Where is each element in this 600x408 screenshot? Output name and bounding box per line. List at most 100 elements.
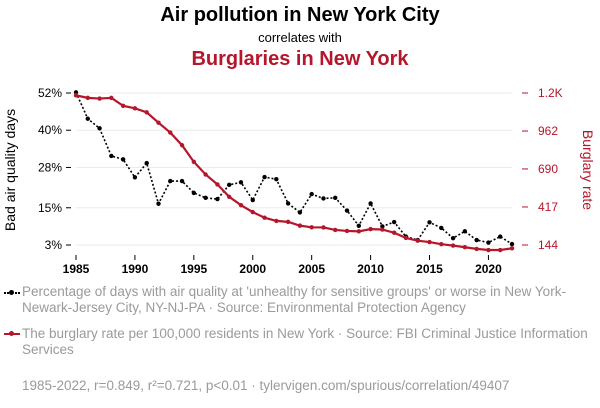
data-point-burglary [156,120,161,125]
legend-marker-black [4,290,20,295]
right-tick-label: 690 [538,162,558,176]
chart-subtitle: correlates with [258,30,342,45]
legend-text-burglary: The burglary rate per 100,000 residents … [22,326,588,357]
data-point-air-quality [439,225,444,231]
left-axis-label: Bad air quality days [2,109,18,231]
data-point-air-quality [168,178,173,184]
data-point-air-quality [132,175,138,180]
left-tick-label: 15% [38,201,62,215]
data-point-air-quality [391,219,397,225]
right-axis-label: Burglary rate [580,130,596,210]
data-point-burglary [415,238,420,243]
data-point-air-quality [333,195,338,201]
x-tick-label: 2020 [475,262,502,276]
data-point-burglary [215,182,220,187]
data-point-burglary [333,227,338,233]
data-point-air-quality [144,160,149,166]
data-point-burglary [109,95,114,101]
data-point-burglary [380,227,385,232]
data-point-burglary [509,246,515,251]
grid-lines [76,92,512,246]
x-tick-label: 2010 [357,262,384,276]
data-point-air-quality [262,174,267,180]
series-line-burglary [75,94,513,252]
data-point-burglary [285,219,291,225]
data-point-burglary [120,103,126,109]
right-tick-label: 417 [538,200,558,214]
data-point-air-quality [462,229,468,234]
data-point-air-quality [179,178,185,184]
left-tick-label: 40% [38,123,62,137]
x-axis-ticks: 1985 1990 1995 2000 2005 2010 2015 2020 [63,255,502,276]
data-point-burglary [309,225,314,230]
data-point-burglary [144,110,149,115]
series-group [73,90,515,253]
data-point-air-quality [109,153,114,159]
data-point-burglary [238,202,244,208]
left-axis-ticks: 52% 40% 28% 15% 3% [38,86,71,252]
data-point-air-quality [344,208,350,213]
data-point-burglary [403,235,409,241]
data-point-burglary [132,106,138,111]
right-tick-label: 962 [538,124,558,138]
data-point-air-quality [203,195,208,201]
legend-marker-red [4,331,20,336]
data-point-air-quality [238,180,244,185]
data-point-air-quality [486,240,491,245]
data-point-burglary [73,93,79,98]
data-point-air-quality [120,157,126,162]
data-point-burglary [344,228,350,234]
right-tick-label: 144 [538,238,558,252]
data-point-burglary [391,230,397,235]
data-point-air-quality [156,201,161,206]
data-point-air-quality [297,210,303,215]
data-point-burglary [427,239,432,245]
data-point-air-quality [226,182,232,188]
right-axis-ticks: 1.2K 962 690 417 144 [522,86,563,252]
footer-source: 1985-2022, r=0.849, r²=0.721, p<0.01 · t… [22,378,510,393]
data-point-burglary [356,229,362,234]
data-point-burglary [203,172,208,177]
data-point-burglary [168,130,173,135]
data-point-burglary [97,96,102,101]
data-point-burglary [226,194,232,199]
data-point-air-quality [285,201,291,206]
data-point-air-quality [509,241,515,247]
chart-title-secondary: Burglaries in New York [191,48,409,70]
data-point-air-quality [450,235,456,241]
x-tick-label: 1995 [180,262,207,276]
series-line-air-quality [75,92,513,245]
data-point-air-quality [191,190,197,196]
data-point-air-quality [215,196,220,202]
data-point-air-quality [274,177,279,182]
left-tick-label: 3% [45,238,63,252]
data-point-air-quality [321,196,326,201]
data-point-burglary [462,245,468,250]
left-tick-label: 52% [38,86,62,100]
data-point-air-quality [97,126,102,131]
data-point-air-quality [474,237,479,243]
legend-text-air-quality: Percentage of days with air quality at '… [22,284,566,315]
x-tick-label: 1990 [122,262,149,276]
x-tick-label: 2000 [239,262,266,276]
legend-item-air-quality: Percentage of days with air quality at '… [4,284,596,316]
chart-svg: 52% 40% 28% 15% 3% 1.2K 962 690 417 144 1985 1990… [2,86,596,276]
data-point-burglary [439,241,444,247]
data-point-burglary [85,95,90,101]
data-point-air-quality [356,223,362,228]
x-tick-label: 1985 [63,262,90,276]
legend-item-burglary: The burglary rate per 100,000 residents … [4,326,596,358]
data-point-burglary [498,247,503,253]
data-point-air-quality [309,191,314,197]
data-point-burglary [250,209,255,215]
data-point-air-quality [380,224,385,229]
data-point-air-quality [498,234,503,239]
data-point-burglary [262,215,267,220]
x-tick-label: 2015 [416,262,443,276]
data-point-burglary [297,223,303,228]
data-point-burglary [368,226,373,232]
right-tick-label: 1.2K [538,86,563,100]
data-point-air-quality [250,197,255,203]
data-point-air-quality [427,220,432,225]
data-point-burglary [191,159,197,165]
